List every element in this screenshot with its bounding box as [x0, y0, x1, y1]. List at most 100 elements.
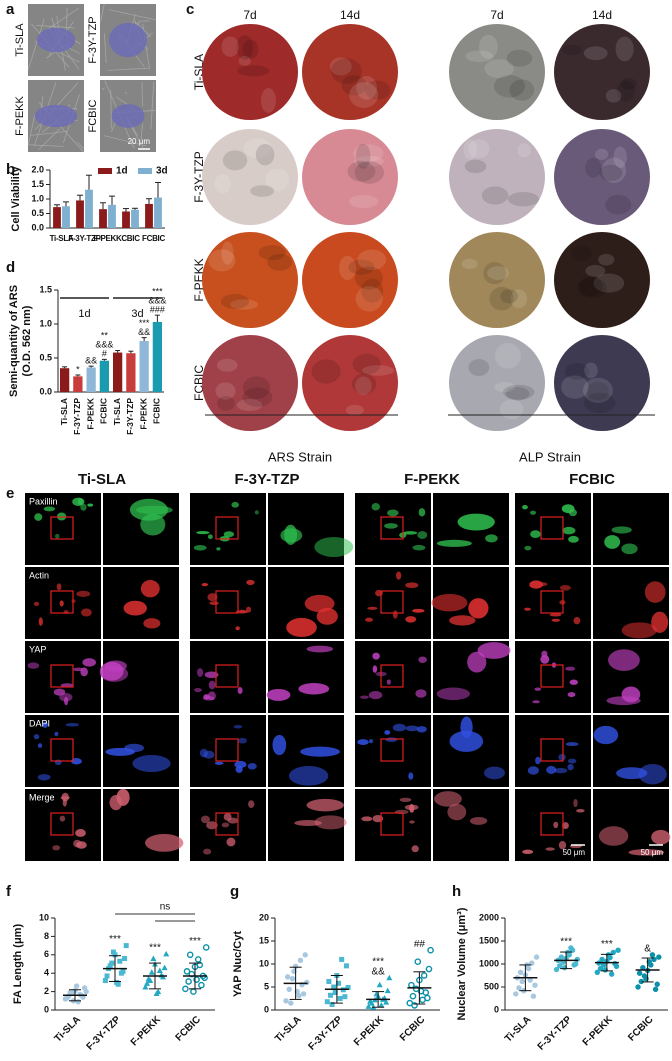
y-tick-label: 1.5: [31, 179, 44, 189]
cell-signal: [468, 598, 489, 619]
x-tick-label: F-3Y-TZP: [536, 1014, 575, 1053]
column-header: 7d: [243, 8, 256, 22]
error-bar: [146, 198, 153, 204]
point: [147, 977, 154, 984]
point: [102, 978, 108, 984]
cell-signal: [529, 580, 543, 589]
sd-bar: [149, 962, 161, 990]
cell-signal: [558, 840, 567, 850]
point: [378, 1001, 385, 1008]
stain: [353, 155, 384, 167]
stain: [355, 266, 383, 290]
cell-signal: [436, 687, 470, 701]
cell-signal: [135, 505, 173, 515]
panel-label: a: [6, 1, 15, 18]
sd-bar: [189, 962, 201, 990]
image-label: Ti-SLA: [14, 23, 26, 57]
row-label: YAP: [29, 644, 46, 654]
cell-signal: [436, 539, 472, 547]
stain: [355, 143, 371, 169]
cell-signal: [216, 547, 221, 551]
well: [449, 24, 545, 120]
significance: &&: [371, 966, 385, 977]
stain: [349, 194, 379, 208]
sd-bar: [372, 991, 385, 1008]
cell-signal: [231, 501, 239, 508]
point: [117, 958, 123, 964]
cell-signal: [399, 797, 412, 802]
zoom-box: [540, 590, 564, 614]
panel-label: c: [186, 1, 194, 18]
cell: [111, 104, 145, 128]
y-tick-label: 1.0: [39, 318, 52, 328]
x-tick-label: F-3Y-TZP: [68, 234, 101, 243]
cell-signal: [534, 687, 542, 691]
cell-signal: [226, 837, 236, 847]
significance: *: [76, 364, 80, 374]
significance: **: [101, 331, 109, 341]
column-header: FCBIC: [569, 471, 615, 488]
panel-label: b: [6, 161, 15, 178]
sem-texture: [124, 91, 128, 94]
cell-signal: [412, 544, 426, 551]
cell-signal: [72, 667, 84, 672]
cell-signal: [621, 622, 657, 639]
point: [339, 956, 345, 962]
stain: [243, 138, 272, 158]
y-tick-label: 1500: [479, 935, 499, 945]
point: [326, 978, 332, 984]
well: [202, 129, 298, 225]
well: [554, 232, 650, 328]
y-axis-label: (O.D. 562 nm): [21, 305, 33, 376]
cell-signal: [42, 721, 48, 728]
point: [327, 992, 333, 998]
stain: [582, 377, 613, 403]
sem-texture: [36, 25, 75, 29]
cell-signal: [415, 689, 427, 698]
row-label: DAPI: [29, 718, 50, 728]
sem-texture: [103, 33, 107, 64]
sd-bar: [289, 966, 302, 1000]
x-tick-label: Ti-SLA: [112, 398, 122, 425]
cell-signal: [608, 649, 640, 671]
stain: [215, 382, 236, 400]
cell-signal: [392, 610, 398, 619]
stain: [258, 245, 286, 261]
error-bar: [85, 174, 92, 190]
point: [651, 956, 657, 963]
x-tick-label: F-3Y-TZP: [85, 1014, 124, 1053]
sem-texture: [150, 81, 155, 130]
cell-signal: [56, 583, 62, 591]
cell-signal: [207, 593, 218, 602]
cell-signal: [559, 584, 571, 591]
cell-signal: [33, 734, 40, 740]
cell-signal: [209, 601, 219, 606]
fluorescence-image: [515, 493, 591, 565]
cell-signal: [403, 531, 418, 535]
x-tick-label: F-3Y-TZP: [306, 1014, 345, 1053]
fluorescence-image: [355, 789, 431, 861]
stain: [468, 359, 490, 376]
stain: [585, 264, 606, 277]
sem-texture: [30, 131, 68, 136]
row-label: FCBIC: [192, 365, 206, 401]
significance: ***: [560, 937, 572, 948]
cell-signal: [561, 504, 575, 514]
legend-label: 3d: [156, 166, 168, 177]
cell-signal: [54, 731, 59, 737]
y-tick-label: 500: [484, 981, 499, 991]
point: [161, 964, 168, 971]
stain: [347, 161, 376, 182]
y-tick-label: 0.0: [39, 386, 52, 396]
cell-signal: [361, 816, 373, 822]
stain: [468, 139, 490, 159]
scale-label: 20 μm: [128, 137, 151, 146]
stain: [461, 258, 478, 270]
zoom-box: [380, 590, 404, 614]
significance: ***: [372, 956, 384, 967]
point: [331, 984, 337, 990]
well: [449, 335, 545, 431]
cell-signal: [386, 679, 391, 685]
cell-signal: [266, 688, 291, 701]
cell-signal: [314, 815, 347, 830]
